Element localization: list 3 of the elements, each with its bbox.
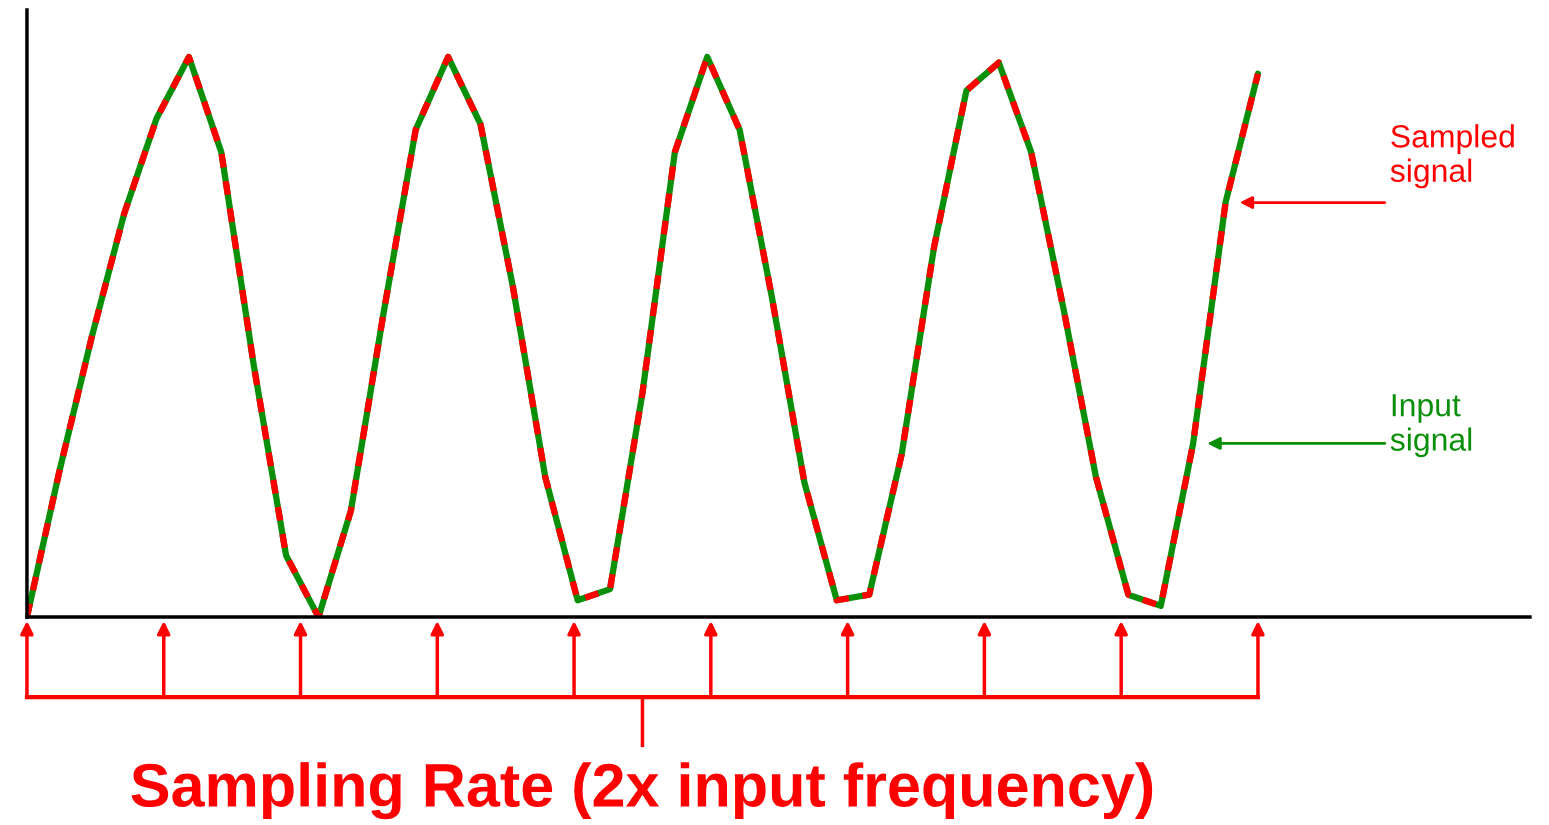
text: Sampled signal bbox=[1390, 124, 1514, 189]
text: Input signal bbox=[1390, 394, 1472, 458]
x-axis-title: Sampling Rate (2x input frequency) bbox=[131, 762, 1153, 820]
